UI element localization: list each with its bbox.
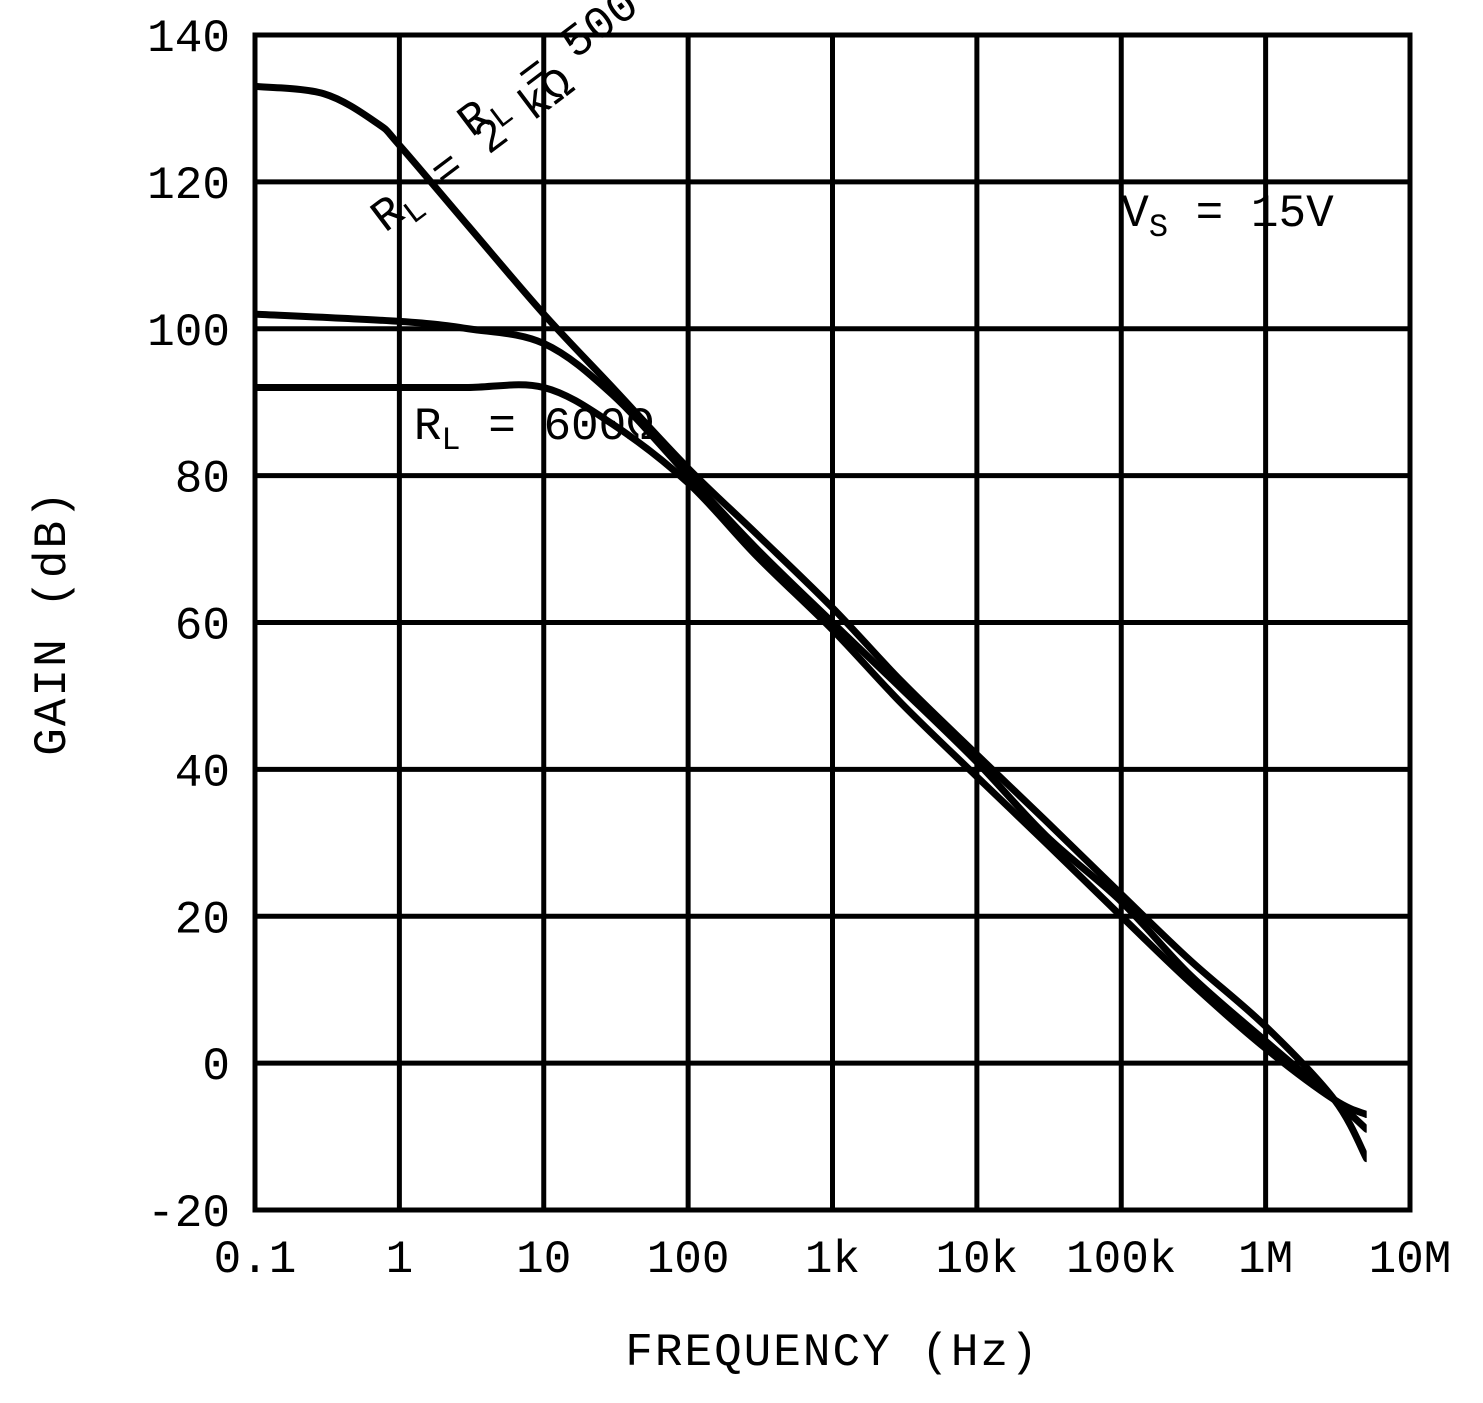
x-tick-label: 10M — [1369, 1234, 1452, 1286]
x-tick-label: 1k — [805, 1234, 860, 1286]
x-tick-label: 10k — [935, 1234, 1018, 1286]
x-axis-title: FREQUENCY (Hz) — [625, 1327, 1039, 1379]
x-tick-label: 10 — [516, 1234, 571, 1286]
y-tick-label: 100 — [147, 307, 230, 359]
y-tick-label: 40 — [175, 747, 230, 799]
x-tick-label: 100k — [1066, 1234, 1176, 1286]
y-tick-label: 20 — [175, 894, 230, 946]
y-tick-label: 120 — [147, 160, 230, 212]
y-tick-label: -20 — [147, 1188, 230, 1240]
x-tick-label: 1M — [1238, 1234, 1293, 1286]
y-tick-label: 80 — [175, 454, 230, 506]
x-tick-label: 0.1 — [214, 1234, 297, 1286]
y-tick-label: 140 — [147, 13, 230, 65]
x-tick-label: 100 — [647, 1234, 730, 1286]
y-tick-label: 0 — [202, 1041, 230, 1093]
y-axis-title: GAIN (dB) — [27, 489, 79, 755]
y-tick-label: 60 — [175, 601, 230, 653]
x-tick-label: 1 — [386, 1234, 414, 1286]
gain-vs-frequency-chart: 0.1 1 10 100 1k 10k 100k 1M 10M -20 0 20 40 60 80 100 12… — [0, 0, 1483, 1403]
